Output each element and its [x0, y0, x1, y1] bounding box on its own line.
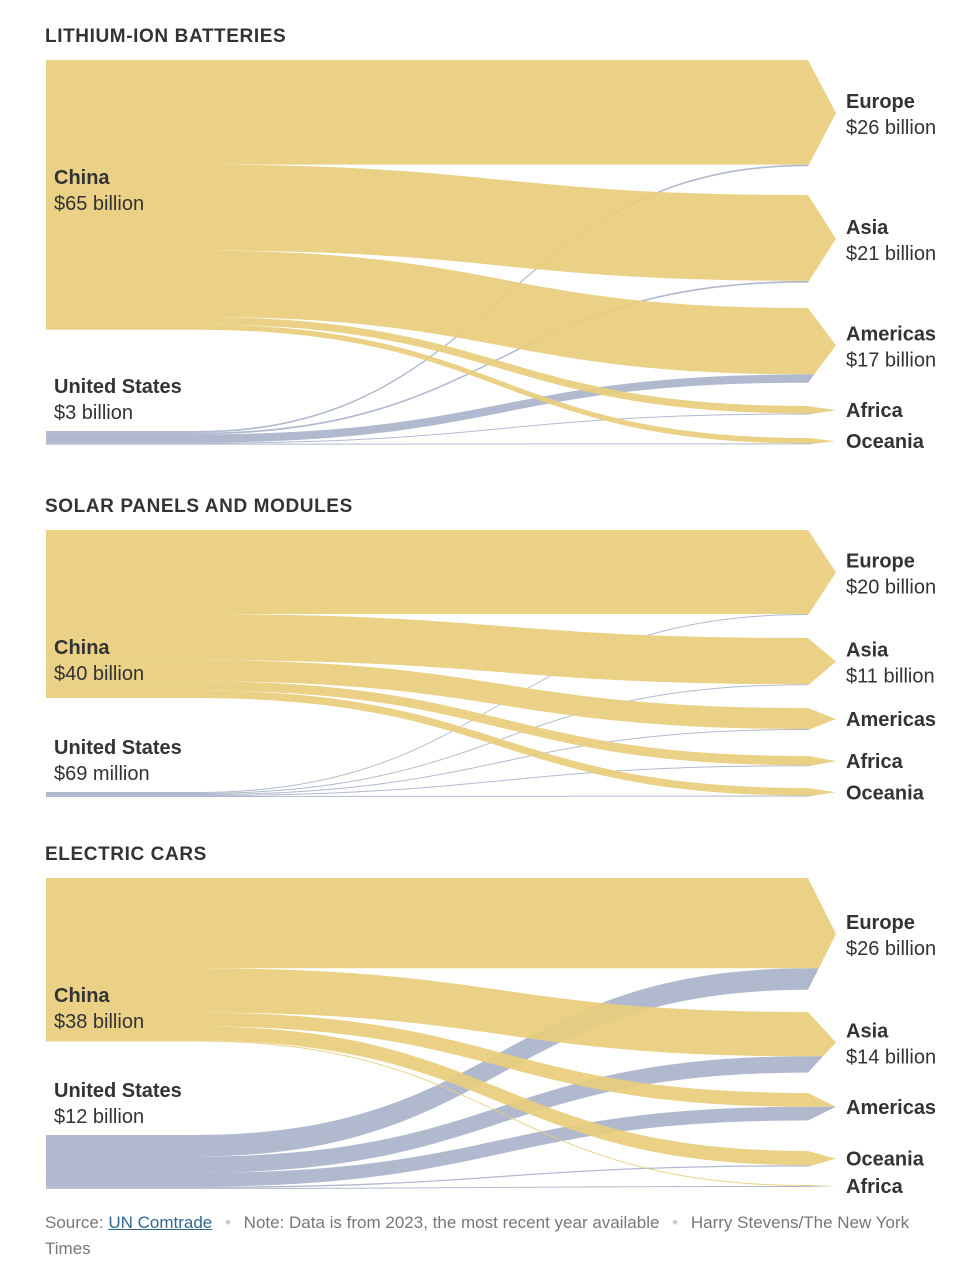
destination-total-asia: $21 billion [846, 243, 936, 265]
destination-total-europe: $26 billion [846, 117, 936, 139]
flow-united-states-to-oceania [46, 795, 808, 797]
footer-credit: Harry Stevens/The New York Times [45, 1213, 910, 1258]
source-total-china: $65 billion [54, 193, 144, 215]
source-total-united-states: $69 million [54, 763, 150, 785]
flow-layer [46, 60, 836, 445]
flow-china-to-europe [46, 530, 808, 614]
destination-label-africa: Africa [846, 1176, 904, 1198]
source-total-china: $40 billion [54, 663, 144, 685]
arrowhead-europe [808, 530, 836, 614]
destination-label-africa: Africa [846, 751, 904, 773]
destination-label-europe: Europe [846, 551, 915, 573]
flow-united-states-to-americas [46, 1106, 808, 1187]
separator-dot: • [672, 1213, 679, 1232]
arrowhead-africa [808, 765, 814, 767]
source-label-united-states: United States [54, 1080, 182, 1102]
arrowhead-asia [808, 195, 836, 281]
source-total-united-states: $3 billion [54, 402, 133, 424]
arrowhead-europe [808, 968, 819, 990]
destination-label-americas: Americas [846, 709, 936, 731]
footer: Source: UN Comtrade • Note: Data is from… [45, 1210, 925, 1262]
flow-layer [46, 878, 836, 1189]
arrowhead-europe [808, 60, 836, 165]
arrowhead-asia [808, 684, 810, 686]
source-label-china: China [54, 985, 110, 1007]
destination-total-americas: $17 billion [846, 349, 936, 371]
arrowhead-asia [808, 638, 836, 685]
chart-title-cars: ELECTRIC CARS [45, 844, 207, 865]
flow-china-to-africa [46, 681, 808, 766]
arrowhead-europe [808, 614, 809, 615]
arrowhead-oceania [808, 1151, 836, 1166]
destination-label-asia: Asia [846, 217, 889, 239]
arrowhead-asia [808, 1012, 836, 1057]
separator-dot: • [224, 1213, 231, 1232]
arrowhead-africa [808, 1186, 836, 1187]
arrowhead-europe [808, 878, 836, 969]
destination-label-asia: Asia [846, 1020, 889, 1042]
arrowhead-asia [808, 280, 810, 283]
destination-label-americas: Americas [846, 323, 936, 345]
destination-label-africa: Africa [846, 400, 904, 422]
sankey-chart-solar: China $40 billion United States $69 million… [46, 530, 936, 804]
destination-label-oceania: Oceania [846, 431, 925, 453]
source-total-china: $38 billion [54, 1011, 144, 1033]
arrowhead-oceania [808, 443, 817, 445]
flow-china-to-asia [46, 614, 808, 685]
destination-total-asia: $11 billion [846, 666, 935, 688]
destination-label-europe: Europe [846, 91, 915, 113]
source-link[interactable]: UN Comtrade [108, 1213, 213, 1232]
arrowhead-africa [808, 756, 836, 766]
destination-label-oceania: Oceania [846, 782, 925, 804]
arrowhead-americas [808, 708, 836, 729]
arrowhead-americas [808, 1093, 836, 1107]
flow-china-to-americas [46, 1012, 808, 1107]
flow-china-to-americas [46, 660, 808, 729]
source-label: Source: [45, 1213, 104, 1232]
destination-total-europe: $26 billion [846, 938, 936, 960]
flow-china-to-europe [46, 878, 808, 969]
arrowhead-africa [808, 413, 815, 415]
arrowhead-europe [808, 164, 809, 167]
flow-layer [46, 530, 836, 797]
arrowhead-americas [808, 729, 811, 730]
destination-label-europe: Europe [846, 912, 915, 934]
flow-china-to-oceania [46, 1026, 808, 1166]
destination-label-oceania: Oceania [846, 1149, 925, 1171]
footer-note: Note: Data is from 2023, the most recent… [243, 1213, 660, 1232]
arrowhead-oceania [808, 1165, 813, 1167]
destination-label-americas: Americas [846, 1097, 936, 1119]
flow-china-to-europe [46, 60, 808, 165]
arrowhead-americas [808, 1106, 836, 1121]
flow-china-to-asia [46, 164, 808, 281]
source-label-china: China [54, 167, 110, 189]
arrowhead-oceania [808, 788, 836, 796]
flow-china-to-americas [46, 250, 808, 375]
arrowhead-africa [808, 406, 836, 414]
source-total-united-states: $12 billion [54, 1106, 144, 1128]
destination-total-europe: $20 billion [846, 577, 936, 599]
source-label-united-states: United States [54, 376, 182, 398]
sankey-chart-cars: China $38 billion United States $12 billion… [46, 878, 936, 1198]
arrowhead-oceania [808, 438, 836, 444]
flow-united-states-to-africa [46, 1186, 808, 1189]
arrowhead-asia [808, 1056, 824, 1073]
flow-united-states-to-oceania [46, 443, 808, 445]
source-label-china: China [54, 637, 110, 659]
arrowhead-americas [808, 374, 815, 383]
chart-title-solar: SOLAR PANELS AND MODULES [45, 496, 353, 517]
chart-title-batteries: LITHIUM-ION BATTERIES [45, 26, 287, 47]
sankey-chart-batteries: China $65 billion United States $3 billion E… [46, 60, 936, 453]
arrowhead-africa [808, 1185, 836, 1186]
destination-total-asia: $14 billion [846, 1046, 936, 1068]
flow-china-to-asia [46, 968, 808, 1057]
arrowhead-oceania [808, 795, 815, 797]
destination-label-asia: Asia [846, 640, 889, 662]
flow-united-states-to-africa [46, 765, 808, 796]
source-label-united-states: United States [54, 737, 182, 759]
arrowhead-americas [808, 308, 836, 375]
